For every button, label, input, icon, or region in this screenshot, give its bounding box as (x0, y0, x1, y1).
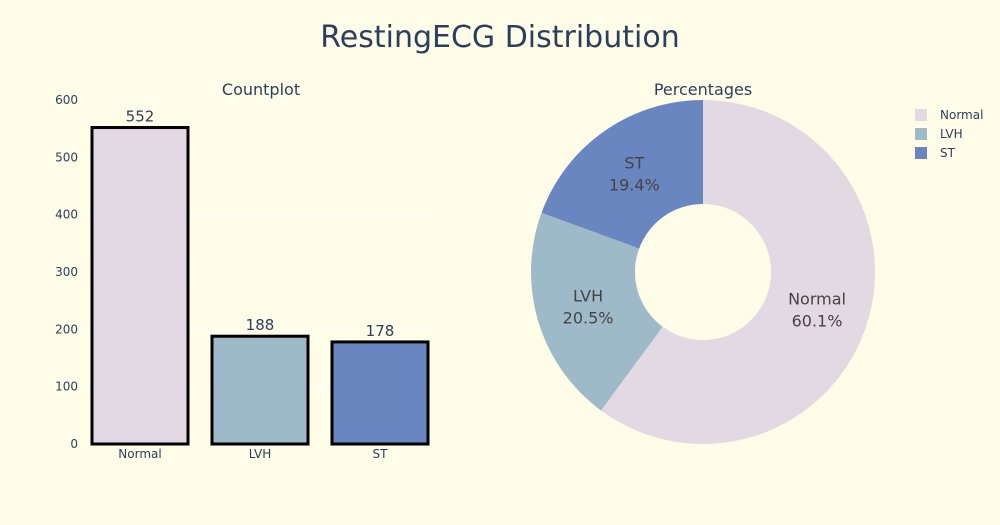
x-tick-lvh: LVH (249, 447, 272, 461)
bar-value-st: 178 (366, 322, 395, 340)
y-tick-0: 0 (70, 437, 78, 451)
bar-chart: 0 100 200 300 400 500 600 552 Normal 188 LVH 178 ST (55, 93, 440, 461)
x-tick-st: ST (373, 447, 389, 461)
slice-percent-st: 19.4% (609, 176, 660, 195)
donut-chart: Normal 60.1% LVH 20.5% ST 19.4% (531, 100, 876, 445)
bar-lvh (210, 334, 310, 446)
chart-title: RestingECG Distribution (320, 20, 679, 55)
slice-percent-lvh: 20.5% (563, 309, 614, 328)
legend-swatch-normal (915, 109, 927, 121)
bar-st (330, 340, 430, 446)
x-tick-normal: Normal (118, 447, 161, 461)
y-tick-600: 600 (55, 93, 78, 107)
legend-label-normal: Normal (940, 108, 983, 122)
y-tick-500: 500 (55, 150, 78, 164)
y-tick-200: 200 (55, 322, 78, 336)
y-tick-300: 300 (55, 265, 78, 279)
bar-value-normal: 552 (126, 108, 155, 126)
slice-label-st: ST (624, 154, 644, 173)
legend-label-lvh: LVH (940, 127, 963, 141)
y-tick-400: 400 (55, 208, 78, 222)
slice-normal (601, 100, 876, 445)
bar-value-lvh: 188 (246, 316, 275, 334)
slice-lvh (531, 212, 663, 411)
legend-swatch-st (915, 147, 927, 159)
countplot-subtitle: Countplot (222, 80, 300, 99)
bar-normal (90, 126, 190, 446)
legend-swatch-lvh (915, 128, 927, 140)
y-tick-100: 100 (55, 380, 78, 394)
slice-label-normal: Normal (788, 289, 846, 308)
legend: Normal LVH ST (915, 108, 983, 160)
legend-label-st: ST (940, 146, 956, 160)
slice-label-lvh: LVH (573, 287, 603, 306)
slice-percent-normal: 60.1% (792, 311, 843, 330)
slice-st (541, 100, 703, 249)
percentages-subtitle: Percentages (654, 80, 752, 99)
